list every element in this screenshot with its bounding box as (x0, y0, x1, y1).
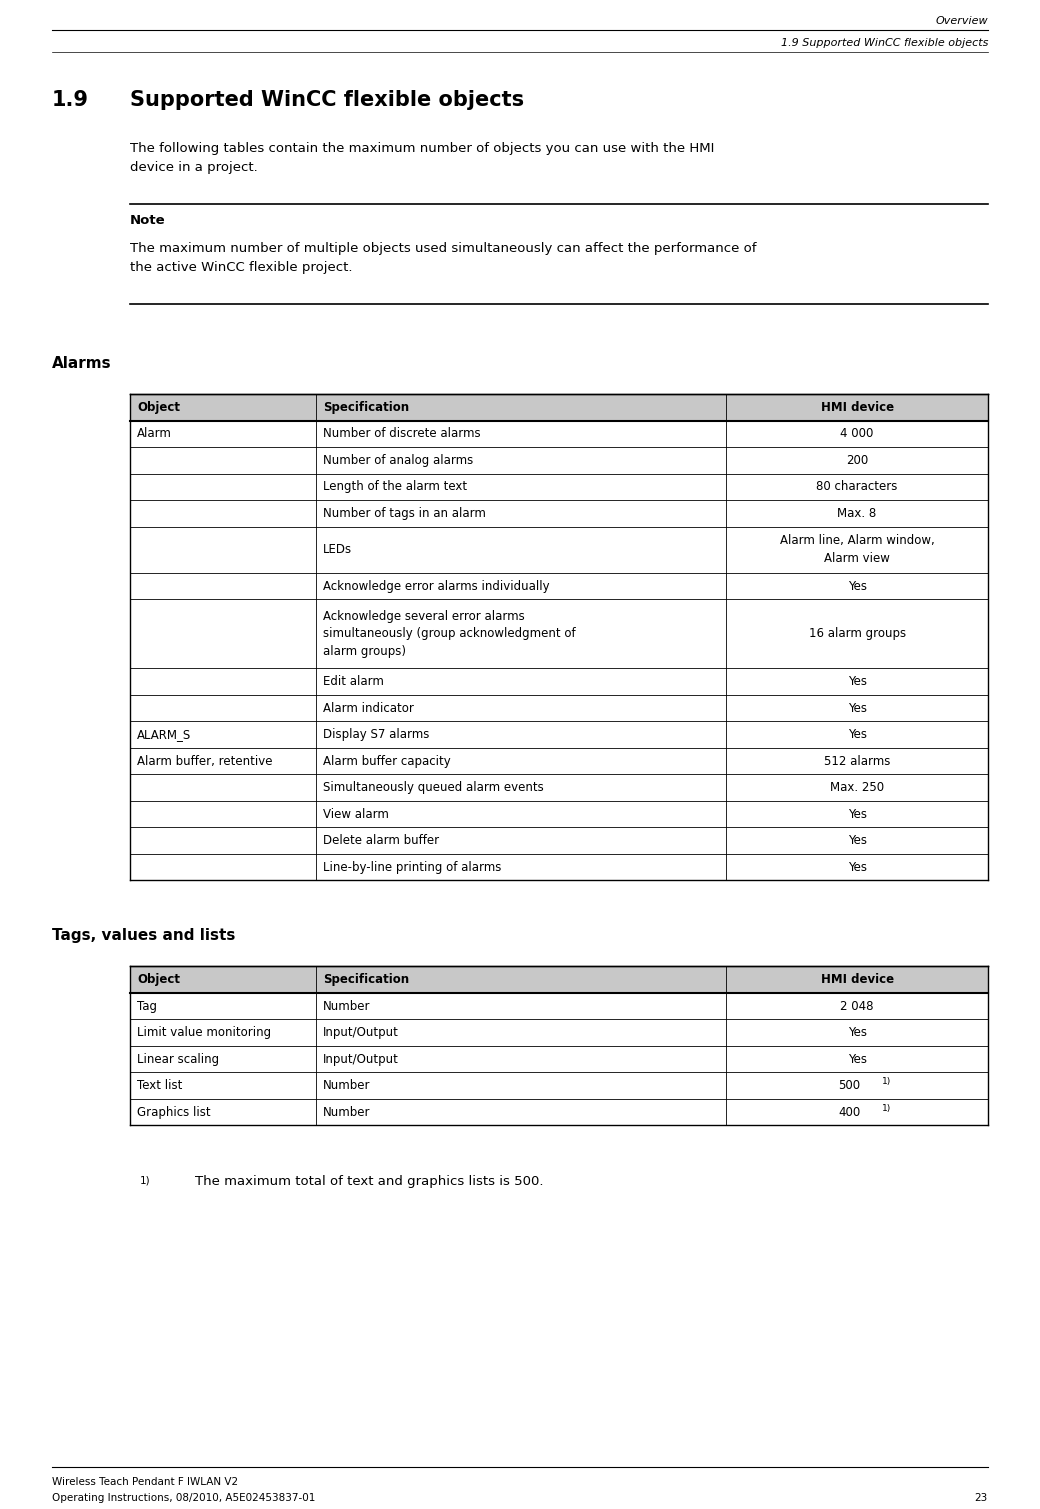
Text: Max. 250: Max. 250 (830, 782, 884, 794)
Text: 1.9: 1.9 (52, 91, 89, 110)
Text: 1): 1) (140, 1176, 151, 1185)
Text: View alarm: View alarm (323, 807, 389, 821)
Text: Display S7 alarms: Display S7 alarms (323, 727, 430, 741)
Text: Max. 8: Max. 8 (837, 507, 877, 519)
Text: Limit value monitoring: Limit value monitoring (137, 1026, 271, 1040)
Text: Length of the alarm text: Length of the alarm text (323, 480, 467, 493)
Text: Alarms: Alarms (52, 356, 111, 371)
Text: Linear scaling: Linear scaling (137, 1052, 219, 1065)
Text: ALARM_S: ALARM_S (137, 727, 191, 741)
Text: Number: Number (323, 999, 371, 1013)
Text: 80 characters: 80 characters (816, 480, 898, 493)
Text: The maximum number of multiple objects used simultaneously can affect the perfor: The maximum number of multiple objects u… (130, 241, 756, 273)
Text: 512 alarms: 512 alarms (824, 754, 890, 768)
Text: Alarm line, Alarm window,
Alarm view: Alarm line, Alarm window, Alarm view (780, 534, 934, 564)
Text: Simultaneously queued alarm events: Simultaneously queued alarm events (323, 782, 544, 794)
Text: Alarm indicator: Alarm indicator (323, 702, 414, 715)
Text: 2 048: 2 048 (840, 999, 874, 1013)
Text: Yes: Yes (848, 1026, 866, 1040)
Text: 4 000: 4 000 (840, 427, 874, 441)
Text: Number of discrete alarms: Number of discrete alarms (323, 427, 480, 441)
Text: Wireless Teach Pendant F IWLAN V2: Wireless Teach Pendant F IWLAN V2 (52, 1477, 238, 1486)
Text: Number of analog alarms: Number of analog alarms (323, 454, 473, 466)
Text: Yes: Yes (848, 834, 866, 847)
Text: Yes: Yes (848, 1052, 866, 1065)
Text: 200: 200 (846, 454, 868, 466)
Bar (130, 394, 988, 421)
Text: Delete alarm buffer: Delete alarm buffer (323, 834, 440, 847)
Text: Graphics list: Graphics list (137, 1106, 211, 1118)
Text: Alarm buffer, retentive: Alarm buffer, retentive (137, 754, 272, 768)
Text: 1): 1) (882, 1103, 891, 1112)
Text: Number of tags in an alarm: Number of tags in an alarm (323, 507, 486, 519)
Text: 23: 23 (974, 1492, 988, 1503)
Text: Operating Instructions, 08/2010, A5E02453837-01: Operating Instructions, 08/2010, A5E0245… (52, 1492, 315, 1503)
Text: Tag: Tag (137, 999, 157, 1013)
Text: Acknowledge several error alarms
simultaneously (group acknowledgment of
alarm g: Acknowledge several error alarms simulta… (323, 610, 576, 658)
Text: HMI device: HMI device (821, 973, 893, 985)
Text: Supported WinCC flexible objects: Supported WinCC flexible objects (130, 91, 524, 110)
Text: Input/Output: Input/Output (323, 1026, 399, 1040)
Text: Number: Number (323, 1079, 371, 1093)
Text: The following tables contain the maximum number of objects you can use with the : The following tables contain the maximum… (130, 142, 714, 174)
Text: Text list: Text list (137, 1079, 182, 1093)
Text: Yes: Yes (848, 579, 866, 593)
Text: 1): 1) (882, 1077, 891, 1086)
Text: Number: Number (323, 1106, 371, 1118)
Text: Overview: Overview (935, 17, 988, 26)
Text: Input/Output: Input/Output (323, 1052, 399, 1065)
Text: Yes: Yes (848, 727, 866, 741)
Bar (130, 966, 988, 993)
Text: HMI device: HMI device (821, 401, 893, 413)
Text: Yes: Yes (848, 807, 866, 821)
Text: Yes: Yes (848, 860, 866, 874)
Text: 1.9 Supported WinCC flexible objects: 1.9 Supported WinCC flexible objects (781, 38, 988, 48)
Text: Tags, values and lists: Tags, values and lists (52, 928, 235, 943)
Text: 16 alarm groups: 16 alarm groups (808, 628, 906, 640)
Text: Specification: Specification (323, 973, 410, 985)
Text: Edit alarm: Edit alarm (323, 675, 384, 688)
Text: The maximum total of text and graphics lists is 500.: The maximum total of text and graphics l… (196, 1176, 544, 1188)
Text: Object: Object (137, 973, 180, 985)
Text: Note: Note (130, 214, 165, 226)
Text: Alarm buffer capacity: Alarm buffer capacity (323, 754, 451, 768)
Text: Line-by-line printing of alarms: Line-by-line printing of alarms (323, 860, 501, 874)
Text: Yes: Yes (848, 702, 866, 715)
Text: Object: Object (137, 401, 180, 413)
Text: LEDs: LEDs (323, 543, 353, 557)
Text: 500: 500 (838, 1079, 860, 1093)
Text: Specification: Specification (323, 401, 410, 413)
Text: Acknowledge error alarms individually: Acknowledge error alarms individually (323, 579, 550, 593)
Text: Yes: Yes (848, 675, 866, 688)
Text: 400: 400 (838, 1106, 860, 1118)
Text: Alarm: Alarm (137, 427, 172, 441)
